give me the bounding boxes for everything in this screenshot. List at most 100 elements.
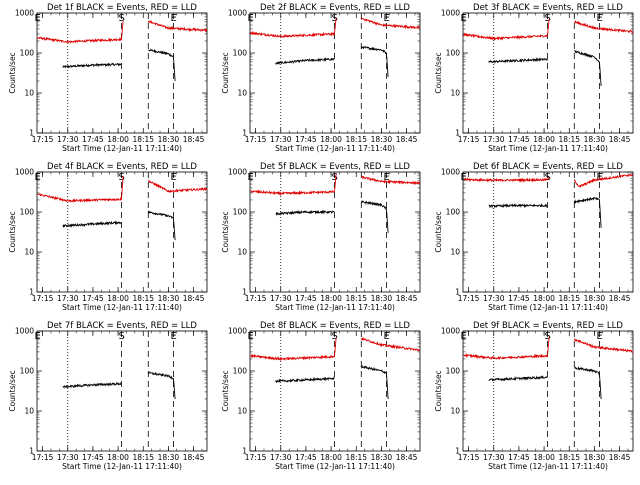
x-tick-label: 17:30 — [57, 294, 79, 303]
chart-panel: Det 6f BLACK = Events, RED = LLD 1 10 100 10… — [434, 162, 634, 312]
event-marker-label: E — [596, 172, 602, 183]
event-marker-label: E — [170, 331, 176, 342]
x-tick-label: 17:30 — [483, 453, 505, 462]
event-marker-label: E — [170, 172, 176, 183]
event-marker-label: E — [461, 172, 467, 183]
x-tick-label: 18:15 — [132, 135, 154, 144]
lld-series-line — [250, 337, 337, 362]
events-series-line — [62, 62, 122, 69]
y-tick-label: 10 — [24, 89, 34, 98]
chart-panel: Det 2f BLACK = Events, RED = LLD 1 10 100 10… — [221, 3, 421, 153]
lld-series-line — [37, 175, 124, 204]
y-tick-label: 1000 — [15, 327, 34, 336]
lld-series-line — [463, 19, 550, 42]
y-tick-label: 10 — [450, 407, 460, 416]
x-tick-label: 18:00 — [533, 453, 555, 462]
lld-series-line — [147, 20, 208, 33]
event-marker-label: S — [331, 13, 337, 24]
event-marker-label: S — [544, 13, 550, 24]
x-tick-label: 17:15 — [32, 453, 54, 462]
y-tick-label: 100 — [233, 208, 248, 217]
x-tick-label: 17:15 — [32, 294, 54, 303]
chart-panel: Det 9f BLACK = Events, RED = LLD 1 10 100 10… — [434, 321, 634, 471]
x-axis-label: Start Time (12-Jan-11 17:11:40) — [275, 462, 395, 471]
events-series-line — [574, 365, 602, 400]
x-tick-label: 17:30 — [483, 135, 505, 144]
event-marker-label: E — [248, 172, 254, 183]
chart-panel: Det 3f BLACK = Events, RED = LLD 1 10 100 10… — [434, 3, 634, 153]
axes-frame — [36, 12, 208, 134]
y-tick-label: 100 — [446, 208, 461, 217]
x-axis-label: Start Time (12-Jan-11 17:11:40) — [62, 303, 182, 312]
chart-title: Det 6f BLACK = Events, RED = LLD — [473, 162, 623, 172]
x-tick-label: 18:00 — [107, 294, 129, 303]
x-tick-label: 18:45 — [183, 294, 205, 303]
lld-series-line — [463, 176, 550, 183]
x-tick-label: 18:30 — [158, 135, 180, 144]
chart-panel: Det 1f BLACK = Events, RED = LLD 1 10 100 10… — [8, 3, 208, 153]
x-tick-label: 17:30 — [270, 135, 292, 144]
x-tick-label: 17:30 — [483, 294, 505, 303]
x-tick-label: 17:45 — [508, 294, 530, 303]
x-tick-label: 18:45 — [183, 135, 205, 144]
events-series-line — [147, 210, 176, 241]
y-tick-label: 10 — [24, 248, 34, 257]
x-tick-label: 17:30 — [270, 453, 292, 462]
x-tick-label: 17:45 — [295, 453, 317, 462]
x-tick-label: 17:45 — [295, 294, 317, 303]
axes-frame — [462, 12, 634, 134]
x-axis-label: Start Time (12-Jan-11 17:11:40) — [488, 303, 608, 312]
x-tick-label: 17:15 — [245, 135, 267, 144]
y-tick-label: 1 — [29, 447, 34, 456]
lld-series-line — [250, 173, 337, 197]
events-series-line — [488, 202, 548, 209]
x-tick-label: 18:15 — [558, 294, 580, 303]
event-marker-label: E — [596, 13, 602, 24]
y-tick-label: 10 — [237, 407, 247, 416]
chart-panel: Det 4f BLACK = Events, RED = LLD 1 10 100 10… — [8, 162, 208, 312]
event-marker-label: S — [544, 172, 550, 183]
chart-title: Det 7f BLACK = Events, RED = LLD — [47, 321, 197, 331]
event-marker-label: S — [544, 331, 550, 342]
y-axis-label: Counts/sec — [8, 370, 17, 411]
x-tick-label: 18:45 — [396, 453, 418, 462]
axes-frame — [36, 171, 208, 293]
y-axis-label: Counts/sec — [221, 52, 230, 93]
x-tick-label: 18:30 — [158, 294, 180, 303]
x-tick-label: 18:15 — [132, 453, 154, 462]
event-marker-label: E — [248, 13, 254, 24]
chart-title: Det 5f BLACK = Events, RED = LLD — [260, 162, 410, 172]
axes-frame — [462, 330, 634, 452]
x-tick-label: 18:30 — [584, 294, 606, 303]
x-axis-label: Start Time (12-Jan-11 17:11:40) — [62, 462, 182, 471]
x-tick-label: 18:30 — [371, 135, 393, 144]
events-series-line — [275, 57, 335, 66]
lld-series-line — [37, 21, 124, 44]
y-tick-label: 1000 — [15, 9, 34, 18]
lld-series-line — [147, 179, 208, 194]
y-tick-label: 100 — [446, 367, 461, 376]
x-tick-label: 18:00 — [107, 453, 129, 462]
y-tick-label: 100 — [20, 367, 35, 376]
x-tick-label: 18:00 — [533, 135, 555, 144]
lld-series-line — [250, 17, 337, 39]
event-marker-label: E — [461, 331, 467, 342]
events-series-line — [360, 200, 389, 233]
event-marker-label: E — [383, 172, 389, 183]
events-series-line — [62, 381, 122, 389]
y-axis-label: Counts/sec — [221, 370, 230, 411]
y-tick-label: 1000 — [228, 168, 247, 177]
x-tick-label: 17:15 — [245, 294, 267, 303]
x-tick-label: 17:15 — [458, 453, 480, 462]
x-tick-label: 17:45 — [295, 135, 317, 144]
x-tick-label: 17:30 — [270, 294, 292, 303]
lld-series-line — [463, 337, 550, 361]
lld-series-line — [573, 338, 634, 353]
y-tick-label: 1 — [242, 447, 247, 456]
events-series-line — [275, 209, 335, 217]
event-marker-label: E — [248, 331, 254, 342]
events-series-line — [148, 48, 176, 82]
x-tick-label: 18:30 — [584, 135, 606, 144]
x-tick-label: 18:15 — [132, 294, 154, 303]
